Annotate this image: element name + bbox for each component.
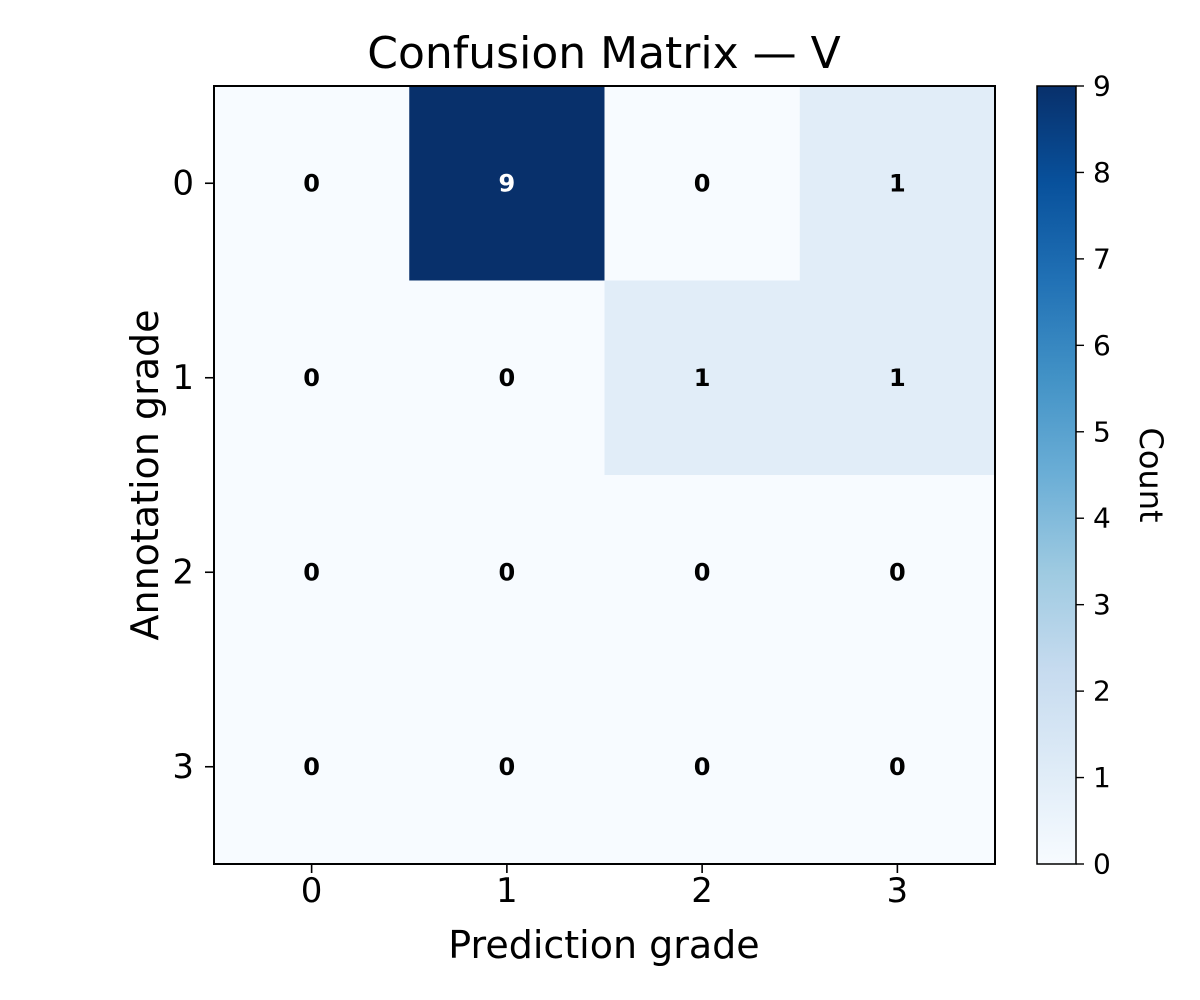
colorbar-tick-label-3: 3: [1093, 588, 1111, 621]
cell-value-r2-c1: 0: [499, 558, 516, 586]
colorbar-tick-label-4: 4: [1093, 502, 1111, 535]
colorbar-tick-label-2: 2: [1093, 675, 1111, 708]
heatmap-cells: [214, 86, 996, 865]
heatmap-cell-r2-c3: [799, 475, 996, 670]
y-axis-ticks: 0 1 2 3: [172, 163, 214, 787]
colorbar: [1036, 85, 1077, 865]
x-tick-label-2: 2: [691, 871, 713, 911]
colorbar-label: Count: [1132, 427, 1170, 522]
cell-value-r3-c0: 0: [303, 753, 320, 781]
heatmap-cell-r1-c2: [604, 280, 801, 476]
heatmap-cell-r0-c2: [604, 86, 801, 281]
colorbar-tick-label-8: 8: [1093, 156, 1111, 189]
heatmap-cell-r3-c2: [604, 669, 801, 865]
heatmap-cell-r2-c1: [409, 475, 605, 670]
y-axis-label: Annotation grade: [123, 310, 167, 641]
cell-value-r1-c0: 0: [303, 364, 320, 392]
y-tick-label-3: 3: [172, 747, 194, 787]
cell-value-r2-c3: 0: [889, 558, 906, 586]
cell-value-r3-c1: 0: [499, 753, 516, 781]
cell-value-r0-c2: 0: [694, 169, 711, 197]
plot-frame: [213, 85, 996, 865]
heatmap-cell-r3-c1: [409, 669, 605, 865]
cell-value-r1-c2: 1: [694, 364, 711, 392]
cell-value-r0-c3: 1: [889, 169, 906, 197]
cell-value-r1-c3: 1: [889, 364, 906, 392]
colorbar-tick-label-7: 7: [1093, 242, 1111, 275]
heatmap-cell-r1-c1: [409, 280, 605, 476]
colorbar-tick-label-0: 0: [1093, 848, 1111, 881]
colorbar-tick-label-6: 6: [1093, 329, 1111, 362]
cell-value-labels: 0 9 0 1 0 0 1 1 0 0 0 0 0 0 0 0: [303, 169, 905, 781]
heatmap-cell-r3-c0: [214, 669, 410, 865]
heatmap-cell-r3-c3: [799, 669, 996, 865]
cell-value-r0-c1: 9: [499, 169, 516, 197]
heatmap-cell-r1-c0: [214, 280, 410, 476]
x-tick-label-1: 1: [496, 871, 518, 911]
y-tick-label-1: 1: [172, 358, 194, 398]
y-tick-label-0: 0: [172, 163, 194, 203]
cell-value-r2-c2: 0: [694, 558, 711, 586]
x-axis-label: Prediction grade: [448, 923, 759, 967]
cell-value-r3-c3: 0: [889, 753, 906, 781]
colorbar-ticks: 0 1 2 3 4 5 6 7 8 9: [1076, 70, 1111, 881]
cell-value-r3-c2: 0: [694, 753, 711, 781]
colorbar-tick-label-5: 5: [1093, 415, 1111, 448]
cell-value-r0-c0: 0: [303, 169, 320, 197]
heatmap-cell-r2-c2: [604, 475, 801, 670]
heatmap-cell-r0-c3: [799, 86, 996, 281]
cell-value-r1-c1: 0: [499, 364, 516, 392]
heatmap-cell-r0-c1: [409, 86, 605, 281]
x-tick-label-0: 0: [301, 871, 323, 911]
cell-value-r2-c0: 0: [303, 558, 320, 586]
colorbar-tick-label-1: 1: [1093, 761, 1111, 794]
x-tick-label-3: 3: [887, 871, 909, 911]
heatmap-cell-r1-c3: [799, 280, 996, 476]
chart-title: Confusion Matrix — V: [367, 28, 840, 79]
heatmap-cell-r0-c0: [214, 86, 410, 281]
x-axis-ticks: 0 1 2 3: [301, 864, 908, 911]
y-tick-label-2: 2: [172, 552, 194, 592]
colorbar-tick-label-9: 9: [1093, 70, 1111, 103]
heatmap-cell-r2-c0: [214, 475, 410, 670]
